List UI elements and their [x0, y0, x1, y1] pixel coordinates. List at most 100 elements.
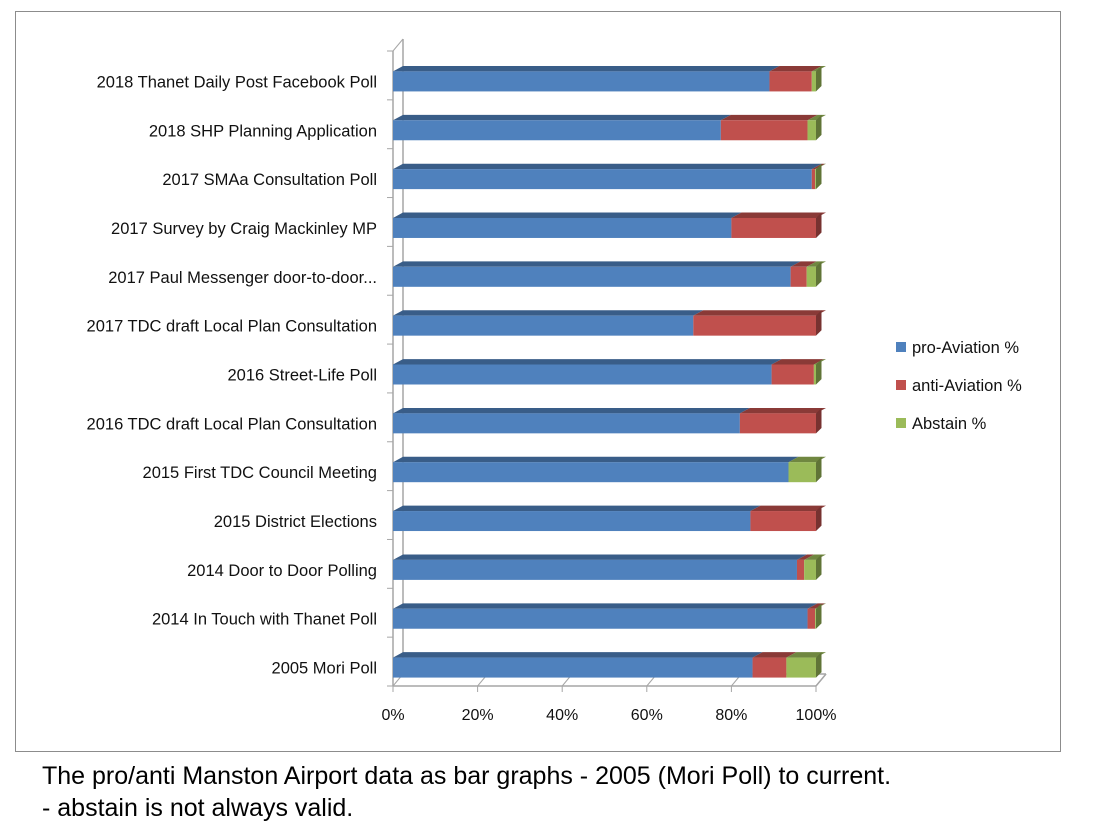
x-tick-label: 40% — [546, 707, 578, 724]
bar-segment-top — [393, 66, 780, 72]
bar-segment-end — [816, 407, 822, 434]
legend-swatch — [896, 418, 906, 428]
bar-segment — [393, 511, 751, 532]
category-label: 2014 In Touch with Thanet Poll — [152, 611, 377, 629]
x-tick-label: 20% — [462, 707, 494, 724]
bar-segment — [393, 559, 797, 580]
category-label: 2017 Paul Messenger door-to-door... — [108, 269, 377, 287]
bar-segment-top — [393, 163, 822, 170]
bar-segment — [393, 217, 732, 238]
bar-segment — [769, 71, 812, 92]
bar-segment-top — [393, 456, 799, 463]
x-tick-label: 0% — [381, 707, 404, 724]
bar-segment — [393, 657, 753, 678]
bar-segment-top — [752, 652, 797, 658]
category-label: 2017 TDC draft Local Plan Consultation — [87, 318, 377, 336]
bar-segment — [796, 559, 805, 580]
stacked-bar-chart: 0% 20% 40% 60% 80% 100% 2018 Thanet Daily Post… — [87, 38, 1022, 724]
legend-label: Abstain % — [912, 415, 987, 433]
legend-swatch — [896, 380, 906, 390]
bar-segment-end — [816, 212, 822, 238]
bar-segment-end — [816, 652, 822, 678]
bar-segment-end — [816, 66, 822, 92]
category-label: 2017 SMAa Consultation Poll — [162, 171, 377, 189]
bar-segment — [393, 315, 694, 336]
category-label: 2005 Mori Poll — [272, 660, 377, 678]
bar-segment-top — [771, 359, 824, 365]
bar-segment — [771, 364, 814, 385]
bar-segment-top — [393, 554, 807, 560]
bar-segment-top — [750, 505, 826, 512]
caption-line-2: - abstain is not always valid. — [42, 794, 354, 822]
bar-segment-top — [393, 505, 761, 512]
bar-segment — [393, 169, 812, 190]
legend-label: anti-Aviation % — [912, 377, 1022, 395]
caption-line-1: The pro/anti Manston Airport data as bar… — [42, 762, 892, 790]
bar-segment — [393, 608, 808, 629]
bar-segment-end — [816, 456, 822, 483]
bar-segment — [752, 657, 787, 678]
bar-segment-end — [816, 603, 822, 629]
bar-segment — [811, 169, 816, 190]
legend-swatch — [896, 342, 906, 352]
bar-segment-end — [816, 261, 822, 287]
category-label: 2015 First TDC Council Meeting — [143, 464, 377, 482]
bar-segment — [811, 71, 816, 92]
category-label: 2018 SHP Planning Application — [149, 122, 377, 140]
bar-segment — [806, 266, 816, 287]
x-tick-label: 80% — [715, 707, 747, 724]
bar-segment-top — [769, 66, 822, 72]
bar-segment-end — [816, 554, 822, 580]
bar-segment-top — [731, 212, 826, 218]
bar-segment-top — [393, 310, 704, 316]
bar-segment-top — [739, 407, 826, 414]
bar-segment — [750, 511, 816, 532]
category-label: 2015 District Elections — [214, 513, 377, 531]
bar-segment — [693, 315, 816, 336]
bar-segment-top — [393, 212, 742, 218]
bar-segment-top — [393, 114, 731, 121]
x-floor-line — [815, 673, 827, 687]
x-tick-label: 100% — [796, 707, 837, 724]
bar-segment-end — [816, 310, 822, 336]
bar-segment-top — [786, 652, 826, 658]
bar-segment — [393, 462, 789, 483]
category-label: 2018 Thanet Daily Post Facebook Poll — [97, 73, 377, 91]
bar-segment — [393, 266, 791, 287]
category-label: 2017 Survey by Craig Mackinley MP — [111, 220, 377, 238]
bar-segment — [739, 413, 816, 434]
wall-top-edge — [392, 38, 404, 52]
bar-segment-top — [796, 554, 815, 560]
legend-label: pro-Aviation % — [912, 339, 1019, 357]
bar-segment-top — [693, 310, 826, 316]
bar-segment — [815, 608, 816, 629]
bar-segment-top — [393, 407, 750, 414]
category-label: 2016 TDC draft Local Plan Consultation — [87, 415, 377, 433]
bar-segment-top — [790, 261, 817, 267]
bar-segment — [815, 169, 816, 190]
bar-segment — [790, 266, 807, 287]
bar-segment-top — [720, 114, 818, 121]
bar-segment-top — [788, 456, 826, 463]
bar-segment-top — [393, 652, 763, 658]
bar-segment — [393, 120, 721, 141]
bar-segment-end — [816, 359, 822, 385]
caption: The pro/anti Manston Airport data as bar… — [42, 760, 1092, 824]
bar-segment — [393, 413, 740, 434]
bar-segment — [731, 217, 816, 238]
bar-segment-top — [811, 163, 826, 170]
bar-segment-top — [393, 603, 818, 609]
x-tick-label: 60% — [631, 707, 663, 724]
bar-segment — [720, 120, 808, 141]
bar-segment — [393, 364, 772, 385]
chart-frame: 0% 20% 40% 60% 80% 100% 2018 Thanet Daily Post… — [15, 11, 1061, 752]
bar-segment-end — [816, 163, 822, 190]
bar-segment — [786, 657, 816, 678]
category-label: 2016 Street-Life Poll — [227, 367, 377, 385]
bar-segment — [807, 120, 816, 141]
bar-segment — [788, 462, 816, 483]
bar-segment-end — [816, 114, 822, 141]
bar-segment — [804, 559, 816, 580]
bar-segment — [393, 71, 770, 92]
bar-segment-end — [816, 505, 822, 532]
